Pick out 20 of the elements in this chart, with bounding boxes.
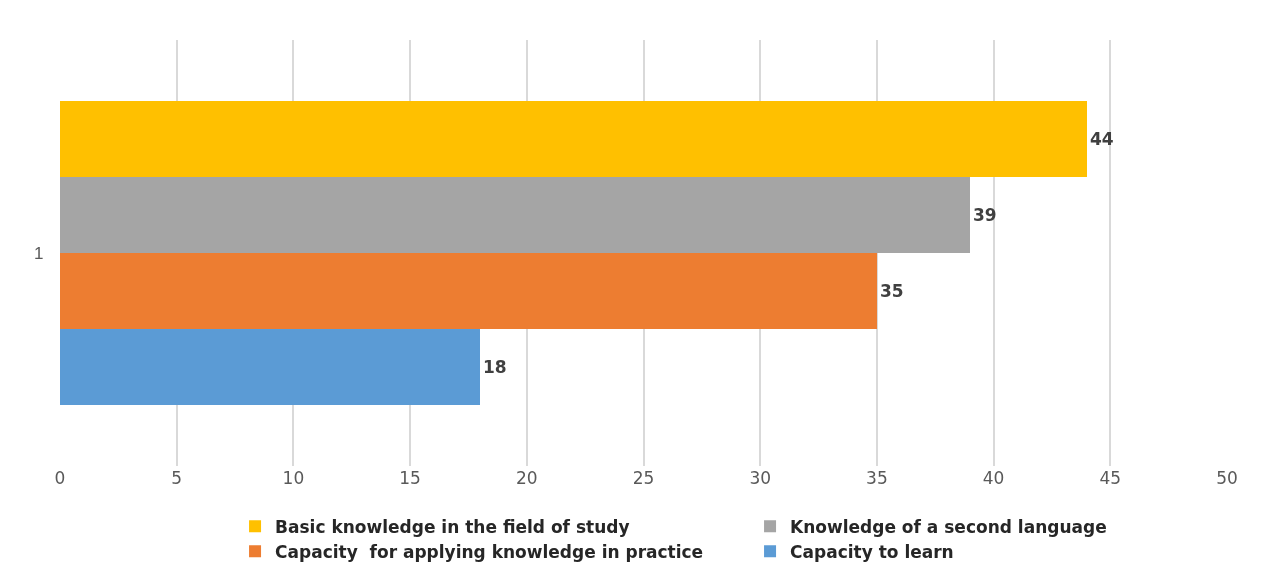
- data-label: 44: [1090, 129, 1114, 149]
- x-tick-label: 0: [54, 468, 66, 488]
- legend-label: Basic knowledge in the field of study: [275, 516, 630, 537]
- x-tick-label: 45: [1099, 468, 1122, 488]
- x-tick-label: 25: [632, 468, 655, 488]
- x-tick-label: 15: [399, 468, 421, 488]
- x-tick-label: 50: [1216, 468, 1238, 488]
- x-tick-label: 30: [749, 468, 772, 488]
- x-tick-label: 5: [171, 468, 183, 488]
- text: 1: [34, 244, 44, 263]
- data-label: 39: [973, 205, 997, 225]
- legend-label: Capacity for applying knowledge in practice: [275, 541, 704, 562]
- legend-label: Capacity to learn: [790, 541, 954, 562]
- x-tick-label: 40: [982, 468, 1005, 488]
- data-label: 35: [880, 281, 904, 301]
- legend-label: Knowledge of a second language: [790, 516, 1107, 537]
- x-tick-label: 10: [282, 468, 305, 488]
- data-label: 18: [483, 357, 507, 377]
- x-tick-label: 35: [866, 468, 888, 488]
- x-tick-label: 20: [515, 468, 538, 488]
